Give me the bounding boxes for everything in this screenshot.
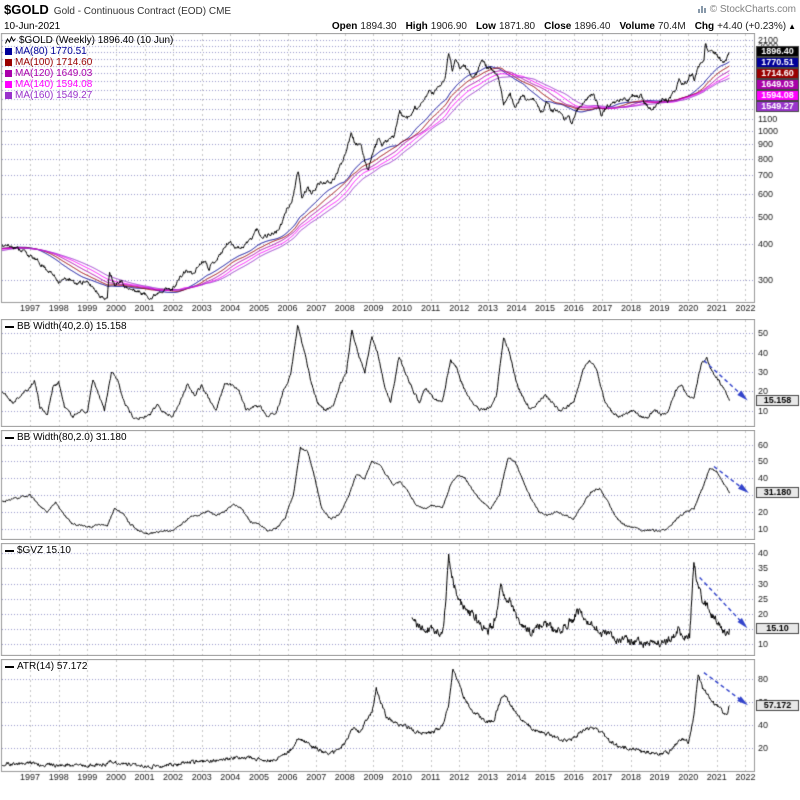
- quote-low: Low 1871.80: [475, 20, 536, 32]
- bb-width-80-canvas: [0, 430, 800, 540]
- quote-volume: Volume 70.4M: [619, 20, 686, 32]
- price-series-icon: [5, 36, 16, 44]
- atr-swatch: [5, 665, 14, 668]
- atr-panel: ATR(14) 57.172: [0, 659, 800, 785]
- symbol: $GOLD: [4, 2, 49, 17]
- legend-ma120-row: MA(120) 1649.03: [5, 68, 173, 79]
- ma140-label: MA(140) 1594.08: [15, 79, 93, 90]
- ma140-swatch: [5, 81, 12, 88]
- gvz-canvas: [0, 543, 800, 656]
- quote-change: Chg +4.40 (+0.23%) ▲: [694, 20, 796, 32]
- main-price-chart-canvas: [0, 33, 800, 316]
- gvz-label: $GVZ 15.10: [17, 545, 71, 556]
- bb-width-40-legend-row: BB Width(40,2.0) 15.158: [5, 321, 127, 332]
- ma120-label: MA(120) 1649.03: [15, 68, 93, 79]
- gvz-legend: $GVZ 15.10: [5, 545, 71, 556]
- quote-items: Open 1894.30 High 1906.90 Low 1871.80 Close…: [332, 21, 796, 32]
- bb-width-80-legend-row: BB Width(80,2.0) 31.180: [5, 432, 127, 443]
- ma100-label: MA(100) 1714.60: [15, 57, 93, 68]
- bb-width-40-legend: BB Width(40,2.0) 15.158: [5, 321, 127, 332]
- atr-canvas: [0, 659, 800, 785]
- quote-date: 10-Jun-2021: [4, 20, 61, 32]
- ma80-label: MA(80) 1770.51: [15, 46, 87, 57]
- gvz-swatch: [5, 549, 14, 552]
- bb-width-80-label: BB Width(80,2.0) 31.180: [17, 432, 127, 443]
- main-price-panel: $GOLD (Weekly) 1896.40 (10 Jun) MA(80) 1…: [0, 33, 800, 316]
- legend-ma140-row: MA(140) 1594.08: [5, 79, 173, 90]
- bb-width-80-panel: BB Width(80,2.0) 31.180: [0, 430, 800, 540]
- bb-width-40-canvas: [0, 319, 800, 427]
- ma160-swatch: [5, 92, 12, 99]
- bb-width-40-label: BB Width(40,2.0) 15.158: [17, 321, 127, 332]
- chart-header: $GOLD Gold - Continuous Contract (EOD) C…: [0, 0, 800, 18]
- bb-width-40-panel: BB Width(40,2.0) 15.158: [0, 319, 800, 427]
- atr-legend-row: ATR(14) 57.172: [5, 661, 87, 672]
- gvz-legend-row: $GVZ 15.10: [5, 545, 71, 556]
- change-up-arrow-icon: ▲: [788, 21, 796, 31]
- copyright-text: © StockCharts.com: [709, 3, 796, 15]
- stockcharts-logo-icon: [697, 6, 706, 13]
- atr-legend: ATR(14) 57.172: [5, 661, 87, 672]
- bb-width-80-swatch: [5, 436, 14, 439]
- ma100-swatch: [5, 59, 12, 66]
- legend-ma80-row: MA(80) 1770.51: [5, 46, 173, 57]
- main-chart-legend: $GOLD (Weekly) 1896.40 (10 Jun) MA(80) 1…: [5, 35, 173, 101]
- quote-high: High 1906.90: [405, 20, 467, 32]
- ma80-swatch: [5, 48, 12, 55]
- ma120-swatch: [5, 70, 12, 77]
- main-series-label: $GOLD (Weekly) 1896.40 (10 Jun): [19, 35, 174, 46]
- copyright: © StockCharts.com: [697, 4, 796, 15]
- gvz-panel: $GVZ 15.10: [0, 543, 800, 656]
- legend-ma160-row: MA(160) 1549.27: [5, 90, 173, 101]
- legend-price-row: $GOLD (Weekly) 1896.40 (10 Jun): [5, 35, 173, 46]
- ma160-label: MA(160) 1549.27: [15, 90, 93, 101]
- bb-width-80-legend: BB Width(80,2.0) 31.180: [5, 432, 127, 443]
- atr-label: ATR(14) 57.172: [17, 661, 88, 672]
- symbol-description: Gold - Continuous Contract (EOD) CME: [53, 6, 232, 17]
- legend-ma100-row: MA(100) 1714.60: [5, 57, 173, 68]
- quote-close: Close 1896.40: [544, 20, 611, 32]
- quote-bar: 10-Jun-2021 Open 1894.30 High 1906.90 Low 1…: [0, 18, 800, 33]
- bb-width-40-swatch: [5, 325, 14, 328]
- quote-open: Open 1894.30: [331, 20, 397, 32]
